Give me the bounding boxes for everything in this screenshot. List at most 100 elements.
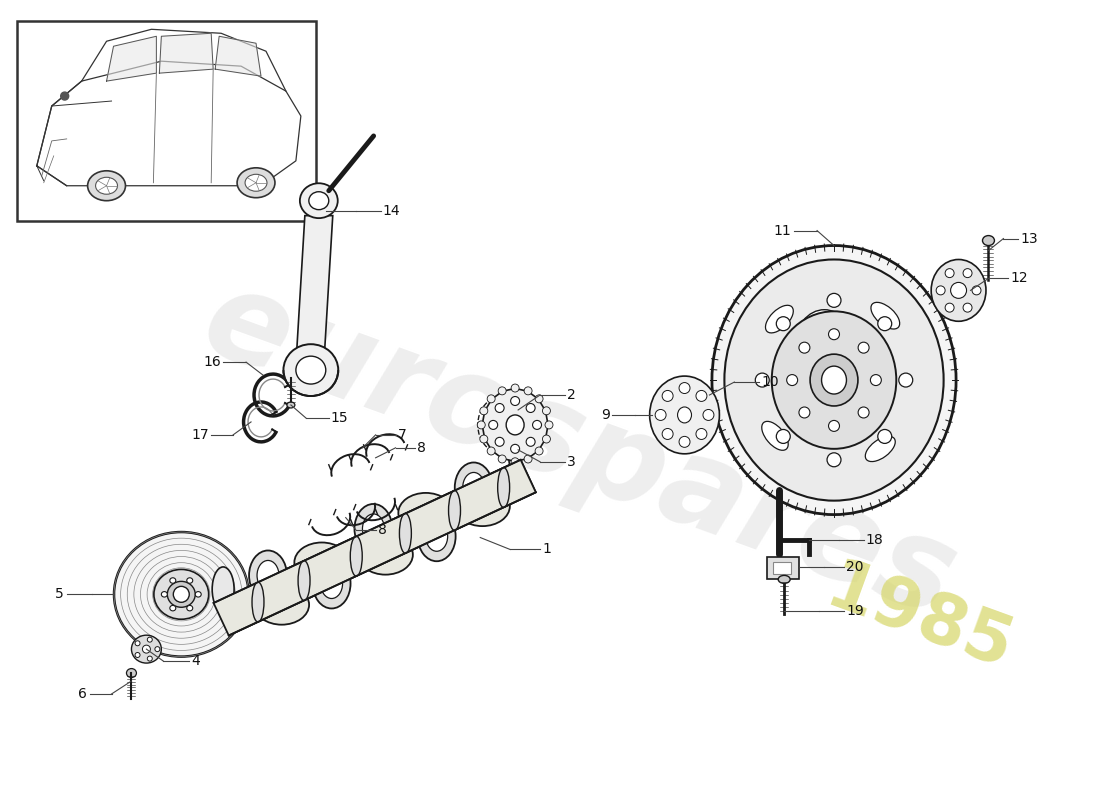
Circle shape (786, 374, 798, 386)
Circle shape (524, 455, 532, 463)
Text: 15: 15 (331, 411, 349, 425)
Circle shape (696, 429, 707, 439)
Ellipse shape (772, 311, 896, 449)
Circle shape (488, 421, 497, 430)
Ellipse shape (212, 567, 234, 612)
Circle shape (662, 390, 673, 402)
Ellipse shape (712, 246, 956, 514)
Circle shape (544, 421, 553, 429)
Circle shape (487, 447, 495, 455)
Ellipse shape (169, 578, 176, 583)
Circle shape (828, 421, 839, 431)
Ellipse shape (154, 570, 209, 619)
Ellipse shape (296, 356, 326, 384)
Text: eurospares: eurospares (188, 258, 972, 642)
Circle shape (480, 435, 487, 443)
Ellipse shape (167, 582, 195, 607)
Circle shape (936, 286, 945, 295)
Circle shape (498, 455, 506, 463)
Ellipse shape (350, 536, 362, 576)
Ellipse shape (398, 493, 453, 533)
Circle shape (799, 407, 810, 418)
Circle shape (524, 387, 532, 395)
Circle shape (878, 317, 892, 330)
Ellipse shape (483, 389, 548, 461)
Ellipse shape (497, 467, 509, 507)
Circle shape (135, 653, 140, 658)
Text: 16: 16 (204, 355, 221, 369)
Circle shape (964, 303, 972, 312)
Circle shape (542, 407, 550, 414)
Text: 13: 13 (1021, 231, 1038, 246)
Ellipse shape (794, 310, 855, 385)
Ellipse shape (162, 591, 167, 597)
Circle shape (498, 387, 506, 395)
Ellipse shape (455, 486, 510, 526)
Circle shape (679, 436, 690, 447)
Circle shape (870, 374, 881, 386)
Text: 19: 19 (846, 604, 864, 618)
Circle shape (526, 403, 535, 413)
Circle shape (495, 438, 504, 446)
Circle shape (662, 429, 673, 439)
Polygon shape (216, 36, 261, 76)
Ellipse shape (169, 606, 176, 611)
Circle shape (535, 395, 543, 403)
Text: 8: 8 (418, 441, 427, 455)
Text: 10: 10 (761, 375, 779, 389)
Ellipse shape (761, 422, 789, 450)
Ellipse shape (766, 306, 793, 333)
Polygon shape (213, 460, 536, 635)
Ellipse shape (321, 569, 342, 598)
Circle shape (510, 444, 519, 454)
Circle shape (147, 637, 152, 642)
Ellipse shape (312, 558, 351, 609)
Ellipse shape (932, 259, 986, 322)
Circle shape (510, 397, 519, 406)
Circle shape (142, 645, 151, 653)
Ellipse shape (257, 561, 279, 590)
Ellipse shape (363, 514, 384, 544)
Ellipse shape (454, 462, 493, 512)
Ellipse shape (822, 366, 847, 394)
Circle shape (495, 403, 504, 413)
Circle shape (477, 421, 485, 429)
Ellipse shape (132, 635, 162, 663)
Circle shape (487, 395, 495, 403)
Ellipse shape (449, 490, 461, 530)
Bar (16, 22, 316, 221)
Circle shape (827, 294, 842, 307)
Ellipse shape (982, 235, 994, 246)
Circle shape (174, 586, 189, 602)
Text: 17: 17 (191, 428, 209, 442)
Ellipse shape (300, 183, 338, 218)
Ellipse shape (426, 522, 448, 551)
Circle shape (512, 384, 519, 392)
Ellipse shape (871, 302, 900, 329)
Text: 2: 2 (566, 388, 575, 402)
Circle shape (777, 430, 790, 443)
Text: 1: 1 (542, 542, 551, 557)
Ellipse shape (866, 436, 895, 462)
Circle shape (155, 646, 160, 652)
Ellipse shape (810, 354, 858, 406)
Circle shape (480, 407, 487, 414)
Circle shape (147, 656, 152, 661)
Circle shape (858, 407, 869, 418)
Ellipse shape (295, 542, 349, 582)
Circle shape (703, 410, 714, 421)
Circle shape (60, 92, 68, 100)
Ellipse shape (359, 534, 412, 574)
Text: 3: 3 (566, 454, 575, 469)
Polygon shape (160, 34, 213, 73)
Circle shape (542, 435, 550, 443)
Bar (767, 558, 799, 579)
Ellipse shape (725, 259, 944, 501)
Circle shape (135, 641, 140, 646)
Circle shape (526, 438, 535, 446)
Ellipse shape (88, 170, 125, 201)
Circle shape (535, 447, 543, 455)
Circle shape (512, 458, 519, 466)
Ellipse shape (463, 473, 485, 502)
Ellipse shape (187, 606, 192, 611)
